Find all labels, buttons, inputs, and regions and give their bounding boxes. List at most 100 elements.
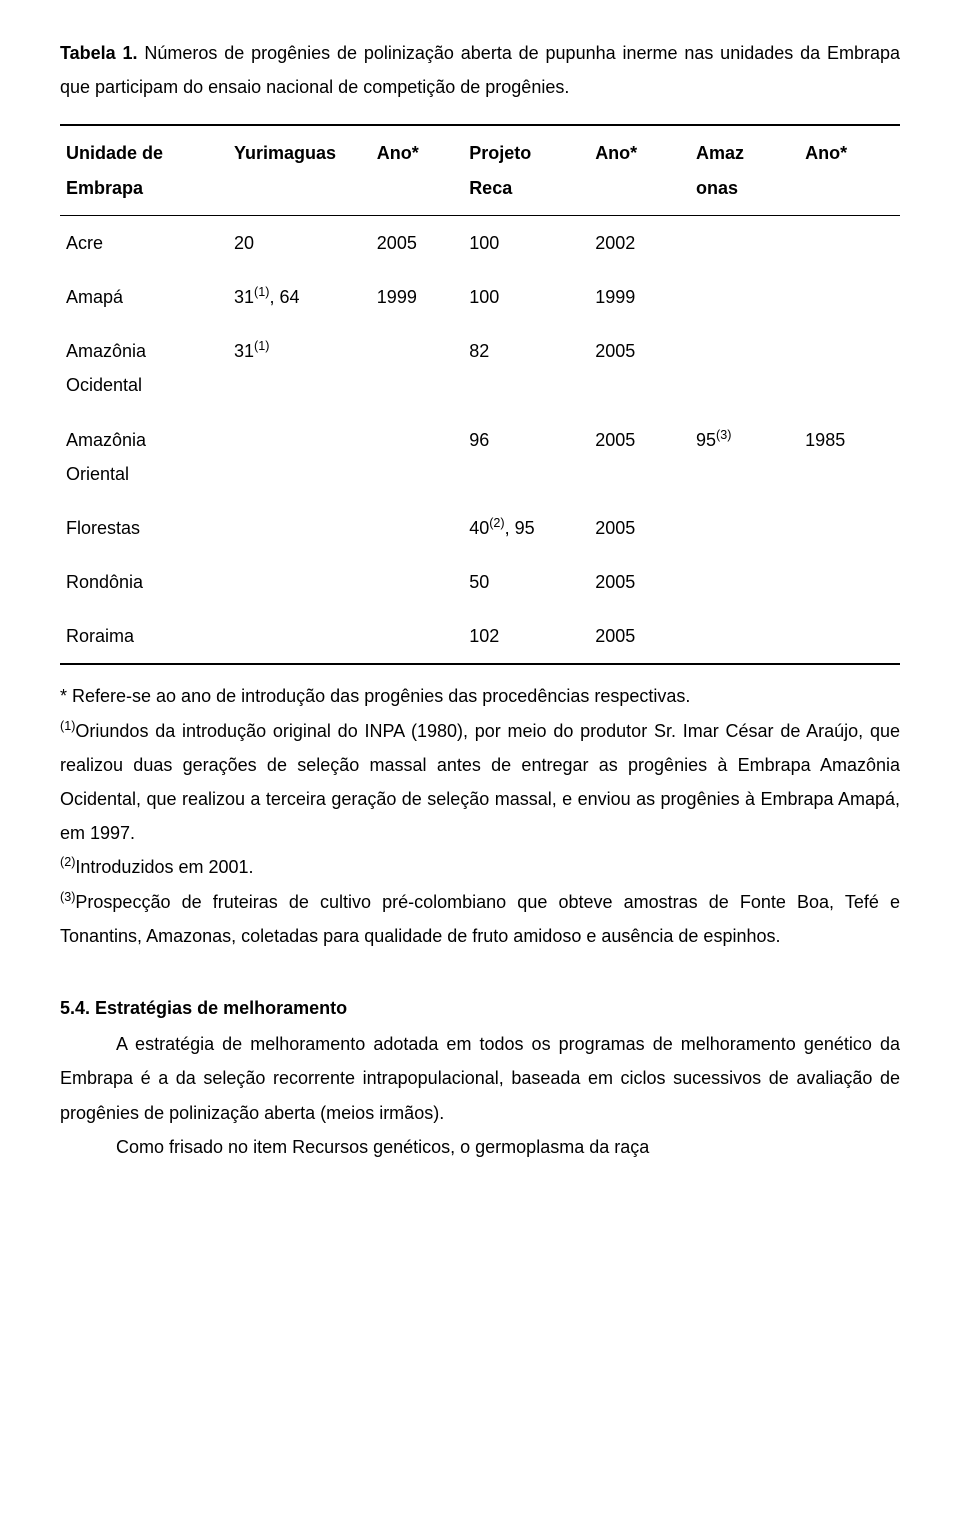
cell-text: 40 [469, 518, 489, 538]
cell-amaz [690, 501, 799, 555]
cell-text: Oriental [66, 464, 129, 484]
cell-ano2: 2002 [589, 215, 690, 270]
th-ano3: Ano* [799, 125, 900, 215]
cell-ano3: 1985 [799, 413, 900, 501]
table-row: Acre 20 2005 100 2002 [60, 215, 900, 270]
cell-reca: 50 [463, 555, 589, 609]
th-unidade: Unidade de Embrapa [60, 125, 228, 215]
cell-unit: Amapá [60, 270, 228, 324]
cell-reca: 100 [463, 270, 589, 324]
cell-text: Amazônia [66, 430, 146, 450]
data-table: Unidade de Embrapa Yurimaguas Ano* Proje… [60, 124, 900, 665]
cell-ano2: 2005 [589, 324, 690, 412]
cell-ano2: 2005 [589, 413, 690, 501]
th-reca: Projeto Reca [463, 125, 589, 215]
th-ano2: Ano* [589, 125, 690, 215]
section-title: 5.4. Estratégias de melhoramento [60, 991, 900, 1025]
cell-amaz [690, 270, 799, 324]
footnote-1: (1)Oriundos da introdução original do IN… [60, 714, 900, 851]
footnote-text: Prospecção de fruteiras de cultivo pré-c… [60, 892, 900, 946]
cell-reca: 96 [463, 413, 589, 501]
cell-ano3 [799, 324, 900, 412]
section-paragraph-2: Como frisado no item Recursos genéticos,… [60, 1130, 900, 1164]
table-row: Amapá 31(1), 64 1999 100 1999 [60, 270, 900, 324]
cell-ano2: 2005 [589, 555, 690, 609]
cell-sup: (1) [254, 285, 269, 299]
table-row: Amazônia Ocidental 31(1) 82 2005 [60, 324, 900, 412]
cell-yur: 31(1) [228, 324, 371, 412]
th-ano1: Ano* [371, 125, 463, 215]
th-yurimaguas: Yurimaguas [228, 125, 371, 215]
th-text: Embrapa [66, 178, 143, 198]
cell-yur [228, 555, 371, 609]
cell-text: 95 [696, 430, 716, 450]
cell-amaz [690, 555, 799, 609]
cell-text: Ocidental [66, 375, 142, 395]
cell-sup: (2) [489, 516, 504, 530]
cell-ano3 [799, 501, 900, 555]
footnote-sup: (3) [60, 890, 75, 904]
cell-ano1 [371, 501, 463, 555]
cell-reca: 102 [463, 609, 589, 664]
th-text: Amaz [696, 143, 744, 163]
cell-unit: Amazônia Oriental [60, 413, 228, 501]
footnote-sup: (1) [60, 719, 75, 733]
table-caption: Tabela 1. Números de progênies de polini… [60, 36, 900, 104]
cell-reca: 40(2), 95 [463, 501, 589, 555]
footnote-text: Introduzidos em 2001. [75, 857, 253, 877]
th-amaz: Amaz onas [690, 125, 799, 215]
cell-unit: Florestas [60, 501, 228, 555]
cell-ano1: 2005 [371, 215, 463, 270]
cell-ano3 [799, 270, 900, 324]
table-row: Florestas 40(2), 95 2005 [60, 501, 900, 555]
footnote-sup: (2) [60, 855, 75, 869]
cell-amaz [690, 215, 799, 270]
cell-yur: 31(1), 64 [228, 270, 371, 324]
table-row: Amazônia Oriental 96 2005 95(3) 1985 [60, 413, 900, 501]
cell-ano3 [799, 555, 900, 609]
cell-ano3 [799, 215, 900, 270]
cell-text: , 95 [505, 518, 535, 538]
th-text: Unidade de [66, 143, 163, 163]
cell-text: 31 [234, 341, 254, 361]
cell-ano1 [371, 555, 463, 609]
cell-ano2: 2005 [589, 609, 690, 664]
cell-unit: Acre [60, 215, 228, 270]
table-row: Roraima 102 2005 [60, 609, 900, 664]
cell-ano1: 1999 [371, 270, 463, 324]
caption-text: Números de progênies de polinização aber… [60, 43, 900, 97]
cell-text: 31 [234, 287, 254, 307]
cell-reca: 100 [463, 215, 589, 270]
footnote-asterisk: * Refere-se ao ano de introdução das pro… [60, 679, 900, 713]
caption-label: Tabela 1. [60, 43, 138, 63]
table-row: Rondônia 50 2005 [60, 555, 900, 609]
th-text: onas [696, 178, 738, 198]
cell-reca: 82 [463, 324, 589, 412]
cell-ano1 [371, 609, 463, 664]
cell-yur [228, 501, 371, 555]
cell-text: Amazônia [66, 341, 146, 361]
footnote-2: (2)Introduzidos em 2001. [60, 850, 900, 884]
cell-amaz [690, 324, 799, 412]
cell-text: , 64 [269, 287, 299, 307]
footnote-text: Oriundos da introdução original do INPA … [60, 721, 900, 844]
cell-amaz [690, 609, 799, 664]
th-text: Reca [469, 178, 512, 198]
section-paragraph-1: A estratégia de melhoramento adotada em … [60, 1027, 900, 1130]
cell-unit: Roraima [60, 609, 228, 664]
cell-sup: (3) [716, 428, 731, 442]
cell-unit: Rondônia [60, 555, 228, 609]
cell-ano3 [799, 609, 900, 664]
cell-sup: (1) [254, 339, 269, 353]
table-header-row: Unidade de Embrapa Yurimaguas Ano* Proje… [60, 125, 900, 215]
cell-ano2: 1999 [589, 270, 690, 324]
cell-yur [228, 413, 371, 501]
cell-yur: 20 [228, 215, 371, 270]
cell-amaz: 95(3) [690, 413, 799, 501]
cell-ano2: 2005 [589, 501, 690, 555]
th-text: Projeto [469, 143, 531, 163]
cell-yur [228, 609, 371, 664]
cell-ano1 [371, 324, 463, 412]
cell-ano1 [371, 413, 463, 501]
cell-unit: Amazônia Ocidental [60, 324, 228, 412]
